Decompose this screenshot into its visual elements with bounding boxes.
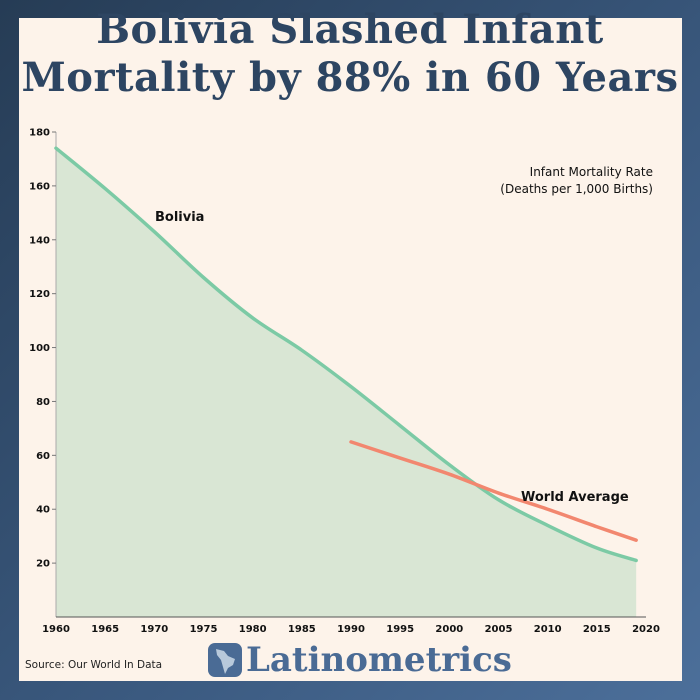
x-tick-label: 1995	[386, 624, 414, 635]
x-tick-label: 1960	[42, 624, 70, 635]
source-note: Source: Our World In Data	[25, 659, 163, 671]
x-tick-label: 1985	[288, 624, 316, 635]
x-tick-label: 1975	[190, 624, 218, 635]
y-tick-label: 160	[29, 181, 50, 192]
legend-title-line-2: (Deaths per 1,000 Births)	[500, 182, 653, 196]
legend-title-line-1: Infant Mortality Rate	[530, 165, 653, 179]
x-tick-label: 1980	[239, 624, 267, 635]
x-tick-label: 2020	[632, 624, 660, 635]
y-tick-label: 20	[36, 559, 50, 570]
brand-name: Latinometrics	[246, 640, 512, 680]
series-label-world: World Average	[521, 490, 629, 505]
title-line-1: Bolivia Slashed Infant	[96, 6, 604, 53]
x-tick-label: 1990	[337, 624, 365, 635]
series-line-world-average	[349, 440, 638, 542]
latin-america-map-icon	[208, 643, 242, 677]
y-tick-label: 140	[29, 235, 50, 246]
series-line-bolivia	[54, 146, 638, 563]
y-tick-label: 180	[29, 128, 50, 139]
y-tick-label: 60	[36, 451, 50, 462]
y-tick-label: 80	[36, 397, 50, 408]
x-tick-label: 1965	[91, 624, 119, 635]
y-tick-label: 100	[29, 343, 50, 354]
x-tick-label: 2010	[534, 624, 562, 635]
series-area-bolivia	[56, 148, 637, 617]
x-tick-label: 2005	[485, 624, 513, 635]
x-tick-label: 1970	[140, 624, 168, 635]
y-tick-label: 120	[29, 289, 50, 300]
series-label-bolivia: Bolivia	[155, 210, 204, 225]
y-tick-label: 40	[36, 505, 50, 516]
x-tick-label: 2015	[583, 624, 611, 635]
brand-logo: Latinometrics	[208, 642, 512, 678]
x-tick-label: 2000	[435, 624, 463, 635]
chart-title: Bolivia Slashed Infant Mortality by 88% …	[0, 6, 700, 102]
title-line-2: Mortality by 88% in 60 Years	[21, 54, 679, 101]
